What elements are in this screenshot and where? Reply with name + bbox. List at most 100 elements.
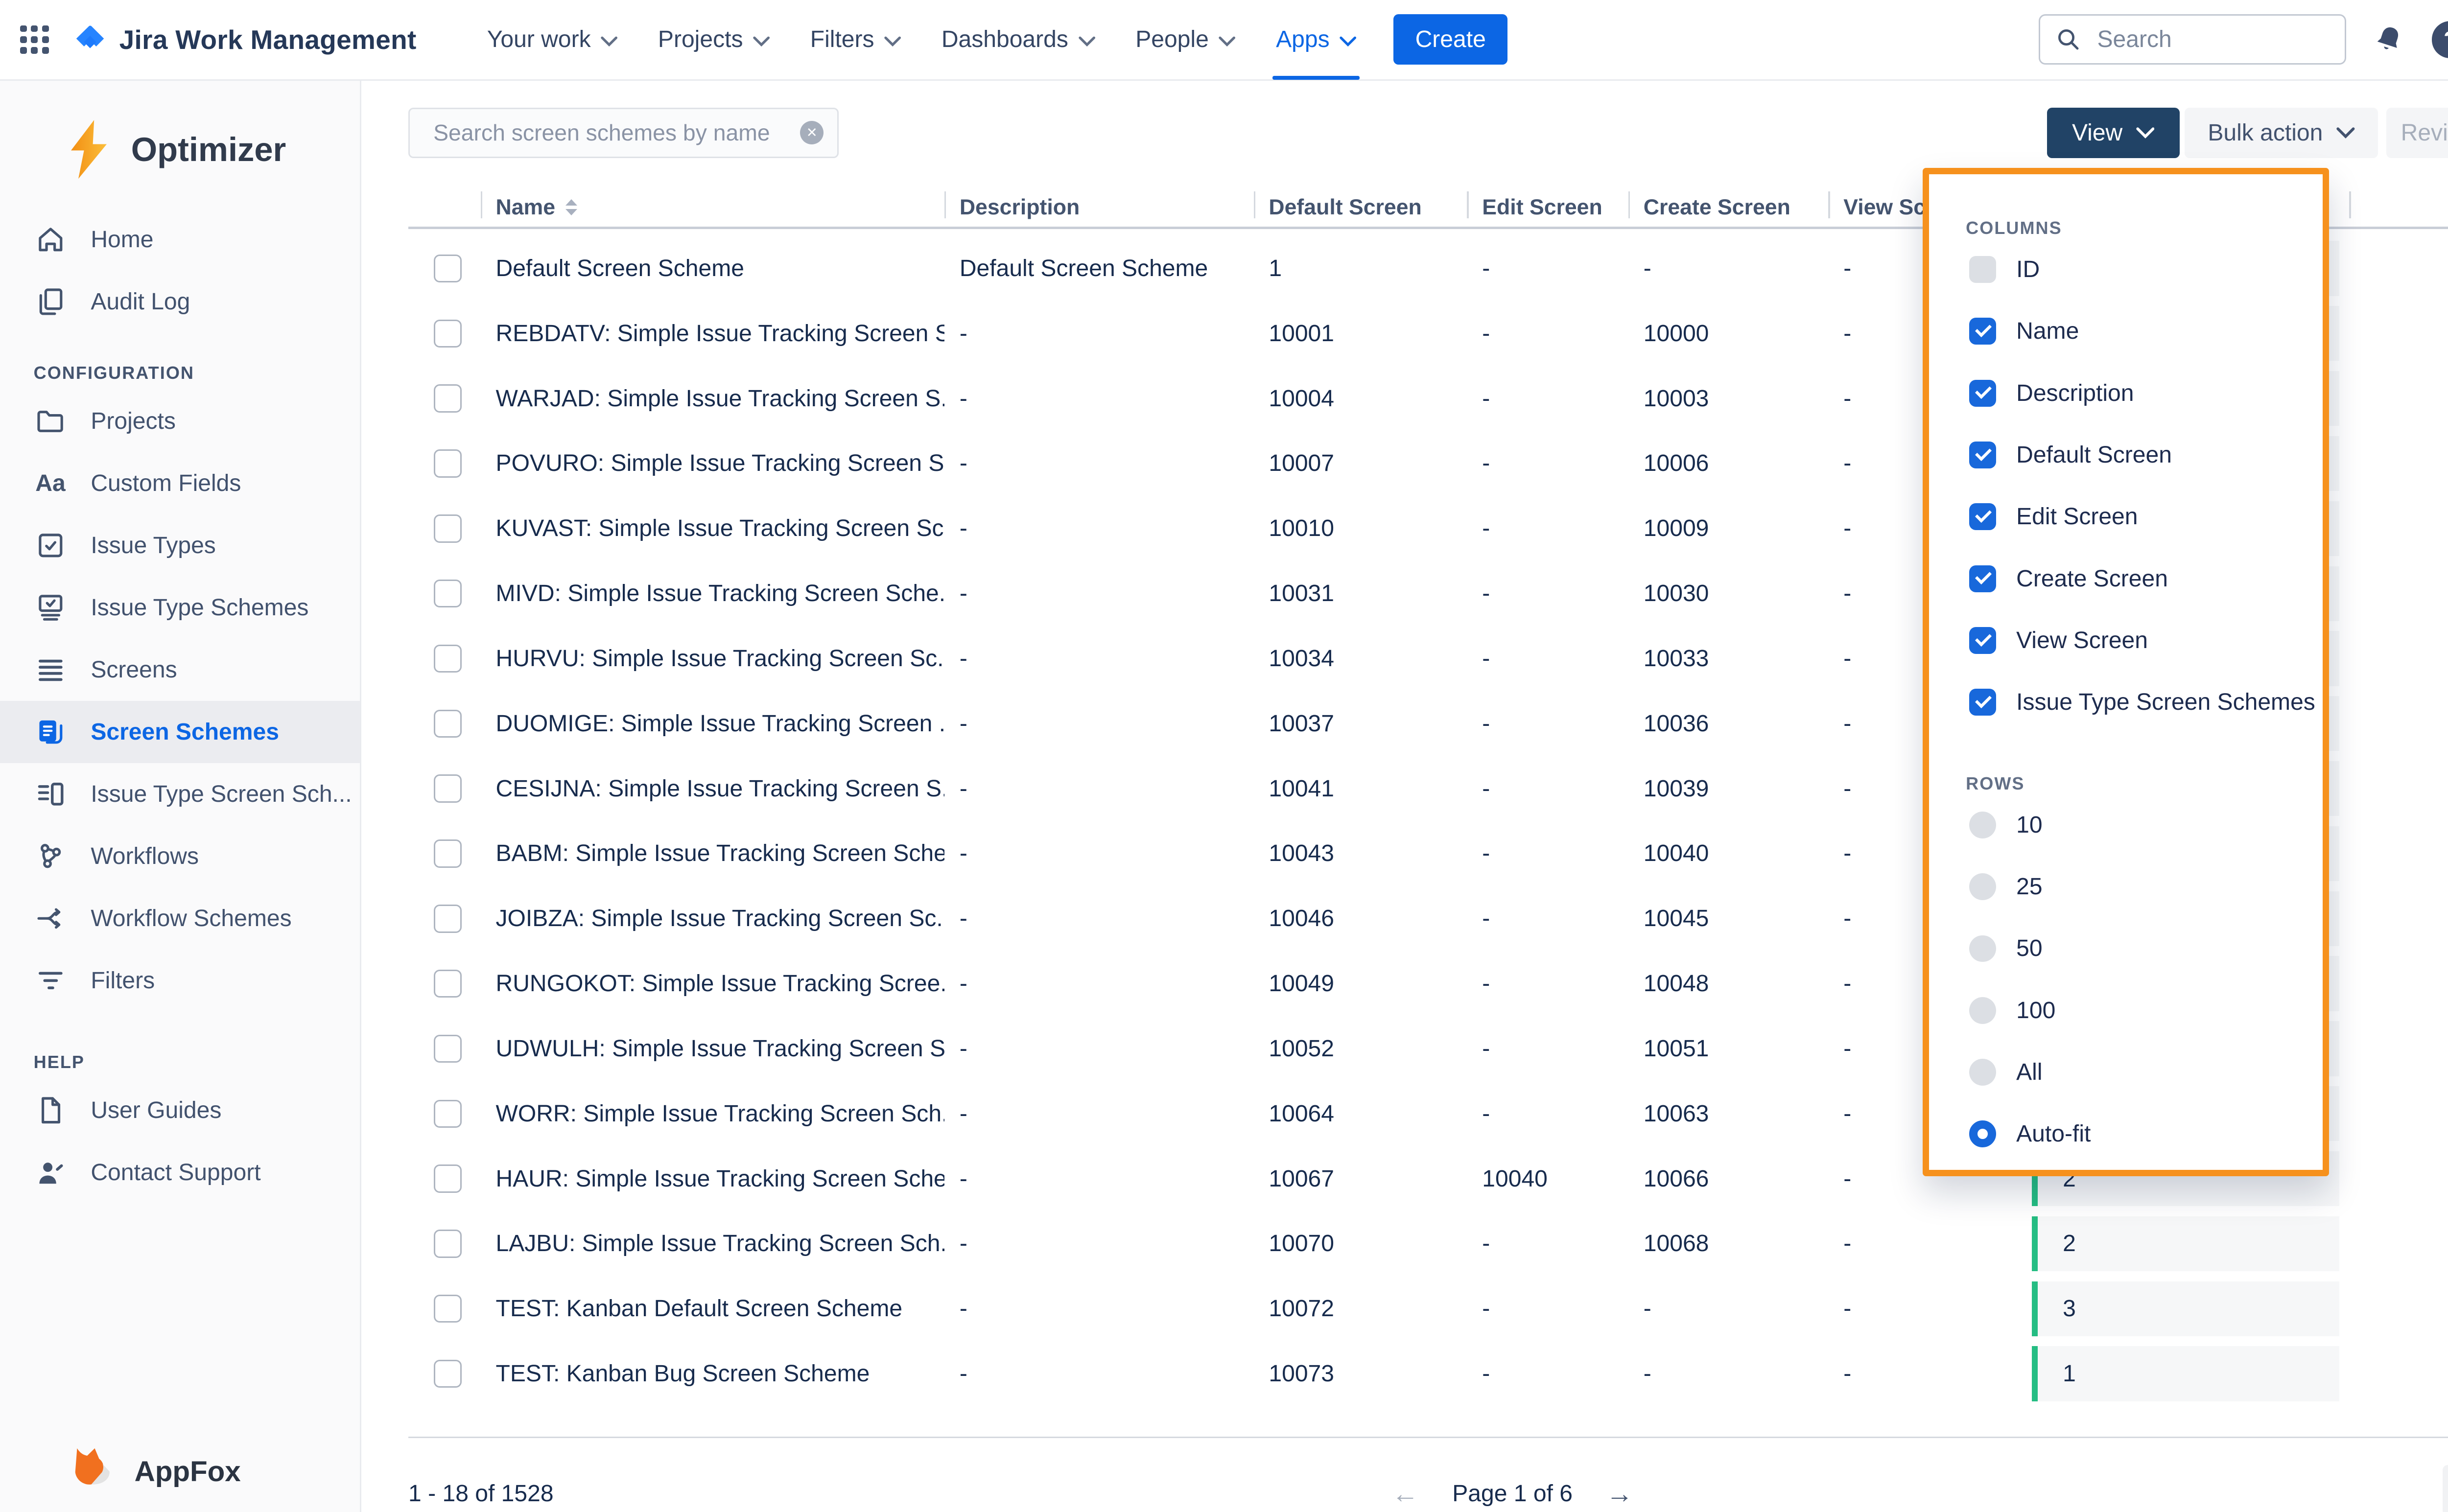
rows-per-page-option[interactable]: 10 bbox=[1929, 794, 2323, 856]
header-default-screen[interactable]: Default Screen bbox=[1253, 188, 1467, 227]
rows-per-page-option[interactable]: Auto-fit bbox=[1929, 1103, 2323, 1165]
radio-icon[interactable] bbox=[1969, 997, 1996, 1024]
sidebar-item-workflow-schemes[interactable]: Workflow Schemes bbox=[0, 887, 360, 950]
checkbox-icon[interactable] bbox=[1969, 503, 1996, 531]
radio-icon[interactable] bbox=[1969, 811, 1996, 838]
global-search-input[interactable] bbox=[2094, 24, 2328, 55]
row-checkbox[interactable] bbox=[433, 839, 462, 868]
column-toggle-option[interactable]: Name bbox=[1929, 301, 2323, 362]
row-checkbox[interactable] bbox=[433, 969, 462, 998]
row-checkbox[interactable] bbox=[433, 579, 462, 608]
radio-icon[interactable] bbox=[1969, 935, 1996, 962]
nav-item-apps[interactable]: Apps bbox=[1256, 0, 1377, 80]
row-checkbox[interactable] bbox=[433, 514, 462, 543]
row-name[interactable]: CESIJNA: Simple Issue Tracking Screen S.… bbox=[495, 775, 944, 802]
sidebar-item-workflows[interactable]: Workflows bbox=[0, 825, 360, 887]
checkbox-icon[interactable] bbox=[1969, 565, 1996, 592]
sidebar-item-user-guides[interactable]: User Guides bbox=[0, 1079, 360, 1141]
header-description[interactable]: Description bbox=[944, 188, 1254, 227]
radio-icon[interactable] bbox=[1969, 1120, 1996, 1148]
next-page-arrow[interactable]: → bbox=[1606, 1478, 1633, 1509]
nav-item-projects[interactable]: Projects bbox=[638, 0, 790, 80]
rows-per-page-option[interactable]: All bbox=[1929, 1041, 2323, 1103]
radio-icon[interactable] bbox=[1969, 873, 1996, 901]
row-checkbox[interactable] bbox=[433, 1164, 462, 1193]
nav-item-dashboards[interactable]: Dashboards bbox=[921, 0, 1115, 80]
row-name[interactable]: HAUR: Simple Issue Tracking Screen Sche.… bbox=[495, 1165, 944, 1192]
sidebar-item-issue-type-screen-schemes[interactable]: Issue Type Screen Sch... bbox=[0, 763, 360, 825]
row-name[interactable]: UDWULH: Simple Issue Tracking Screen S..… bbox=[495, 1035, 944, 1062]
row-checkbox[interactable] bbox=[433, 644, 462, 673]
row-checkbox[interactable] bbox=[433, 1099, 462, 1128]
sidebar-item-audit-log[interactable]: Audit Log bbox=[0, 271, 360, 333]
checkbox-icon[interactable] bbox=[1969, 379, 1996, 407]
help-icon[interactable]: ? bbox=[2431, 21, 2448, 58]
rows-per-page-option[interactable]: 25 bbox=[1929, 856, 2323, 918]
row-checkbox[interactable] bbox=[433, 384, 462, 413]
column-toggle-option[interactable]: ID bbox=[1929, 238, 2323, 300]
row-name[interactable]: REBDATV: Simple Issue Tracking Screen S.… bbox=[495, 320, 944, 347]
row-name[interactable]: WORR: Simple Issue Tracking Screen Sch..… bbox=[495, 1100, 944, 1127]
column-toggle-option[interactable]: Edit Screen bbox=[1929, 486, 2323, 548]
row-name[interactable]: POVURO: Simple Issue Tracking Screen S..… bbox=[495, 450, 944, 477]
row-name[interactable]: RUNGOKOT: Simple Issue Tracking Scree... bbox=[495, 971, 944, 997]
sidebar-item-home[interactable]: Home bbox=[0, 209, 360, 271]
row-name[interactable]: TEST: Kanban Bug Screen Scheme bbox=[495, 1361, 870, 1387]
column-toggle-option[interactable]: View Screen bbox=[1929, 609, 2323, 671]
sidebar-item-contact-support[interactable]: Contact Support bbox=[0, 1141, 360, 1204]
sidebar-item-screens[interactable]: Screens bbox=[0, 639, 360, 701]
scheme-search-input[interactable] bbox=[430, 117, 800, 148]
row-name[interactable]: TEST: Kanban Default Screen Scheme bbox=[495, 1296, 903, 1322]
notifications-bell-icon[interactable] bbox=[2371, 22, 2406, 57]
row-checkbox[interactable] bbox=[433, 449, 462, 478]
row-checkbox[interactable] bbox=[433, 774, 462, 803]
app-switcher-icon[interactable] bbox=[20, 25, 49, 54]
row-checkbox[interactable] bbox=[433, 1034, 462, 1063]
clear-search-icon[interactable]: ✕ bbox=[800, 121, 824, 145]
row-checkbox[interactable] bbox=[433, 254, 462, 283]
nav-item-people[interactable]: People bbox=[1115, 0, 1256, 80]
header-edit-screen[interactable]: Edit Screen bbox=[1467, 188, 1628, 227]
row-name[interactable]: MIVD: Simple Issue Tracking Screen Sche.… bbox=[495, 581, 944, 607]
global-search[interactable] bbox=[2038, 14, 2346, 65]
header-create-screen[interactable]: Create Screen bbox=[1628, 188, 1828, 227]
sidebar-item-custom-fields[interactable]: Aa Custom Fields bbox=[0, 452, 360, 514]
row-name[interactable]: WARJAD: Simple Issue Tracking Screen S..… bbox=[495, 385, 944, 412]
sidebar-item-issue-type-schemes[interactable]: Issue Type Schemes bbox=[0, 577, 360, 639]
radio-icon[interactable] bbox=[1969, 1059, 1996, 1086]
sort-icon[interactable] bbox=[565, 199, 577, 215]
column-toggle-option[interactable]: Description bbox=[1929, 362, 2323, 424]
export-button[interactable]: Export bbox=[2443, 1465, 2448, 1512]
checkbox-icon[interactable] bbox=[1969, 442, 1996, 468]
column-toggle-option[interactable]: Issue Type Screen Schemes bbox=[1929, 672, 2323, 733]
view-button[interactable]: View bbox=[2047, 107, 2180, 158]
column-toggle-option[interactable]: Create Screen bbox=[1929, 548, 2323, 609]
row-checkbox[interactable] bbox=[433, 905, 462, 933]
row-name[interactable]: KUVAST: Simple Issue Tracking Screen Sc.… bbox=[495, 515, 944, 542]
row-checkbox[interactable] bbox=[433, 1359, 462, 1388]
sidebar-item-screen-schemes[interactable]: Screen Schemes bbox=[0, 700, 360, 763]
row-name[interactable]: JOIBZA: Simple Issue Tracking Screen Sc.… bbox=[495, 906, 944, 932]
rows-per-page-option[interactable]: 50 bbox=[1929, 918, 2323, 979]
row-checkbox[interactable] bbox=[433, 709, 462, 738]
row-checkbox[interactable] bbox=[433, 319, 462, 348]
bulk-action-button[interactable]: Bulk action bbox=[2185, 107, 2378, 158]
checkbox-icon[interactable] bbox=[1969, 627, 1996, 654]
nav-item-filters[interactable]: Filters bbox=[790, 0, 921, 80]
sidebar-item-issue-types[interactable]: Issue Types bbox=[0, 514, 360, 577]
row-checkbox[interactable] bbox=[433, 1295, 462, 1323]
sidebar-item-projects[interactable]: Projects bbox=[0, 390, 360, 452]
row-checkbox[interactable] bbox=[433, 1230, 462, 1258]
scheme-search[interactable]: ✕ bbox=[408, 107, 839, 158]
checkbox-icon[interactable] bbox=[1969, 256, 1996, 283]
row-name[interactable]: HURVU: Simple Issue Tracking Screen Sc..… bbox=[495, 645, 944, 672]
prev-page-arrow[interactable]: ← bbox=[1391, 1478, 1419, 1509]
row-name[interactable]: Default Screen Scheme bbox=[495, 255, 744, 281]
header-name[interactable]: Name bbox=[480, 188, 944, 227]
column-toggle-option[interactable]: Default Screen bbox=[1929, 424, 2323, 486]
row-name[interactable]: DUOMIGE: Simple Issue Tracking Screen ..… bbox=[495, 710, 944, 737]
create-button[interactable]: Create bbox=[1393, 14, 1508, 65]
jira-brand[interactable]: Jira Work Management bbox=[72, 22, 417, 57]
rows-per-page-option[interactable]: 100 bbox=[1929, 979, 2323, 1041]
sidebar-item-filters[interactable]: Filters bbox=[0, 950, 360, 1012]
